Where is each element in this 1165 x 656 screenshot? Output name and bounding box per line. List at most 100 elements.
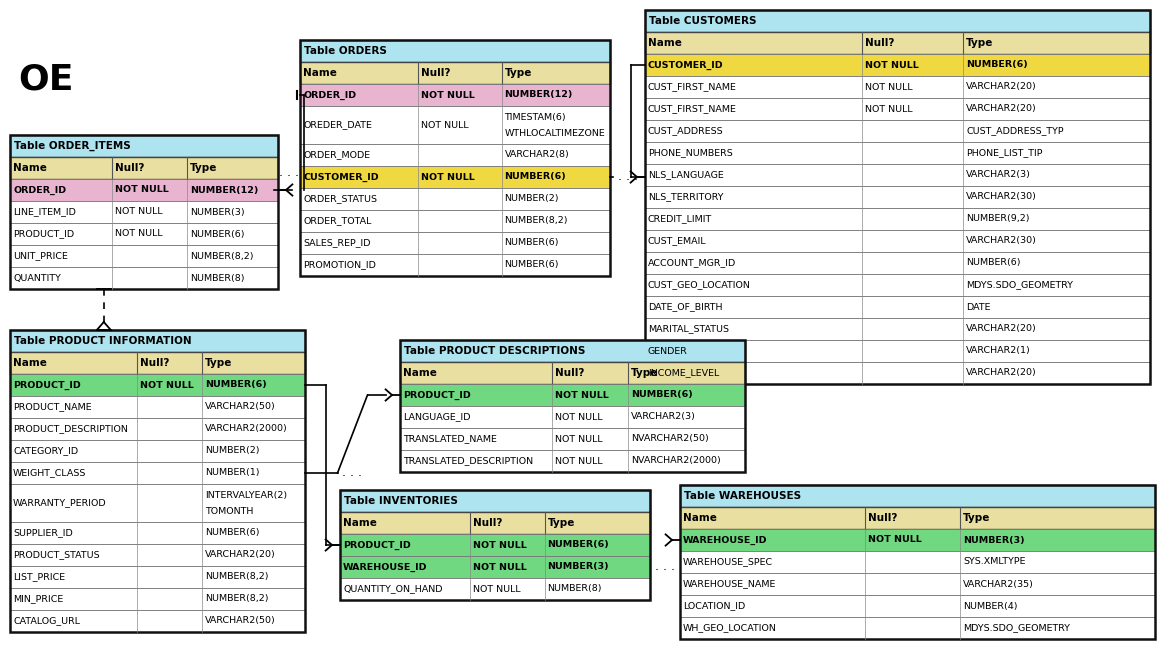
Text: TRANSLATED_NAME: TRANSLATED_NAME xyxy=(403,434,497,443)
Text: CUST_FIRST_NAME: CUST_FIRST_NAME xyxy=(648,104,737,113)
Text: Null?: Null? xyxy=(866,38,895,48)
Text: PRODUCT_STATUS: PRODUCT_STATUS xyxy=(13,550,100,560)
Text: NOT NULL: NOT NULL xyxy=(115,186,169,194)
Text: NUMBER(2): NUMBER(2) xyxy=(205,447,260,455)
Bar xyxy=(301,106,610,144)
Bar xyxy=(10,157,278,179)
Text: VARCHAR2(20): VARCHAR2(20) xyxy=(966,325,1037,333)
Bar xyxy=(10,267,278,289)
Text: MIN_PRICE: MIN_PRICE xyxy=(13,594,63,604)
Bar xyxy=(10,610,305,632)
Text: Name: Name xyxy=(648,38,682,48)
Text: NOT NULL: NOT NULL xyxy=(555,434,602,443)
Bar xyxy=(400,450,744,472)
Text: NUMBER(6): NUMBER(6) xyxy=(548,541,609,550)
Text: NUMBER(1): NUMBER(1) xyxy=(205,468,260,478)
Text: Null?: Null? xyxy=(140,358,169,368)
Text: NOT NULL: NOT NULL xyxy=(421,91,474,100)
Bar xyxy=(645,120,1150,142)
Text: VARCHAR2(3): VARCHAR2(3) xyxy=(630,413,696,422)
Text: NLS_LANGUAGE: NLS_LANGUAGE xyxy=(648,171,723,180)
Bar xyxy=(680,507,1155,529)
Text: NUMBER(2): NUMBER(2) xyxy=(504,194,559,203)
Text: Name: Name xyxy=(13,163,47,173)
Bar xyxy=(680,529,1155,551)
Bar xyxy=(400,340,744,472)
Text: INTERVALYEAR(2): INTERVALYEAR(2) xyxy=(205,491,287,500)
Text: . . .: . . . xyxy=(655,560,675,573)
Text: Name: Name xyxy=(13,358,47,368)
Bar xyxy=(10,179,278,201)
Bar xyxy=(301,144,610,166)
Bar xyxy=(340,556,650,578)
Bar xyxy=(645,340,1150,362)
Text: Null?: Null? xyxy=(868,513,897,523)
Bar xyxy=(10,330,305,352)
Bar xyxy=(645,164,1150,186)
Text: VARCHAR2(50): VARCHAR2(50) xyxy=(205,617,275,626)
Bar xyxy=(10,201,278,223)
Text: CUST_ADDRESS_TYP: CUST_ADDRESS_TYP xyxy=(966,127,1064,136)
Text: NUMBER(6): NUMBER(6) xyxy=(504,173,566,182)
Text: NUMBER(3): NUMBER(3) xyxy=(548,562,609,571)
Text: NOT NULL: NOT NULL xyxy=(473,584,521,594)
Bar xyxy=(10,484,305,522)
Text: NUMBER(8): NUMBER(8) xyxy=(190,274,245,283)
Bar xyxy=(400,428,744,450)
Text: NUMBER(3): NUMBER(3) xyxy=(963,535,1025,544)
Text: NOT NULL: NOT NULL xyxy=(555,390,608,400)
Text: NOT NULL: NOT NULL xyxy=(115,207,162,216)
Bar xyxy=(301,254,610,276)
Text: Table ORDER_ITEMS: Table ORDER_ITEMS xyxy=(14,141,130,151)
Text: CUST_GEO_LOCATION: CUST_GEO_LOCATION xyxy=(648,281,751,289)
Bar xyxy=(10,544,305,566)
Text: NUMBER(8,2): NUMBER(8,2) xyxy=(205,594,268,604)
Text: VARCHAR2(30): VARCHAR2(30) xyxy=(966,192,1037,201)
Text: TRANSLATED_DESCRIPTION: TRANSLATED_DESCRIPTION xyxy=(403,457,534,466)
Bar xyxy=(10,245,278,267)
Text: VARCHAR2(20): VARCHAR2(20) xyxy=(966,369,1037,377)
Bar xyxy=(301,188,610,210)
Text: Type: Type xyxy=(548,518,576,528)
Text: Name: Name xyxy=(403,368,437,378)
Text: Table WAREHOUSES: Table WAREHOUSES xyxy=(684,491,802,501)
Text: NVARCHAR2(2000): NVARCHAR2(2000) xyxy=(630,457,720,466)
Bar xyxy=(645,296,1150,318)
Bar xyxy=(645,208,1150,230)
Text: DATE: DATE xyxy=(966,302,990,312)
Text: ORDER_ID: ORDER_ID xyxy=(13,186,66,195)
Text: SALES_REP_ID: SALES_REP_ID xyxy=(303,239,370,247)
Bar xyxy=(400,362,744,384)
Text: Null?: Null? xyxy=(555,368,584,378)
Text: MDYS.SDO_GEOMETRY: MDYS.SDO_GEOMETRY xyxy=(963,623,1071,632)
Text: NUMBER(6): NUMBER(6) xyxy=(504,239,559,247)
Text: Null?: Null? xyxy=(421,68,450,78)
Text: VARCHAR2(20): VARCHAR2(20) xyxy=(205,550,275,560)
Text: NUMBER(3): NUMBER(3) xyxy=(190,207,245,216)
Bar xyxy=(645,10,1150,32)
Bar xyxy=(645,230,1150,252)
Text: PROMOTION_ID: PROMOTION_ID xyxy=(303,260,376,270)
Text: NOT NULL: NOT NULL xyxy=(140,380,193,390)
Text: PRODUCT_NAME: PRODUCT_NAME xyxy=(13,403,92,411)
Text: NUMBER(8,2): NUMBER(8,2) xyxy=(190,251,253,260)
Text: VARCHAR2(2000): VARCHAR2(2000) xyxy=(205,424,288,434)
Text: OREDER_DATE: OREDER_DATE xyxy=(303,121,372,129)
Bar xyxy=(10,566,305,588)
Text: VARCHAR2(35): VARCHAR2(35) xyxy=(963,579,1035,588)
Text: PHONE_LIST_TIP: PHONE_LIST_TIP xyxy=(966,148,1043,157)
Text: WARRANTY_PERIOD: WARRANTY_PERIOD xyxy=(13,499,107,508)
Text: Type: Type xyxy=(205,358,232,368)
Text: Type: Type xyxy=(504,68,532,78)
Text: WAREHOUSE_ID: WAREHOUSE_ID xyxy=(683,535,768,544)
Bar xyxy=(340,490,650,600)
Text: WAREHOUSE_SPEC: WAREHOUSE_SPEC xyxy=(683,558,774,567)
Bar xyxy=(10,135,278,157)
Bar xyxy=(10,588,305,610)
Bar xyxy=(645,142,1150,164)
Text: PRODUCT_ID: PRODUCT_ID xyxy=(343,541,411,550)
Bar xyxy=(301,232,610,254)
Text: LANGUAGE_ID: LANGUAGE_ID xyxy=(403,413,471,422)
Text: Name: Name xyxy=(683,513,716,523)
Text: NOT NULL: NOT NULL xyxy=(421,121,468,129)
